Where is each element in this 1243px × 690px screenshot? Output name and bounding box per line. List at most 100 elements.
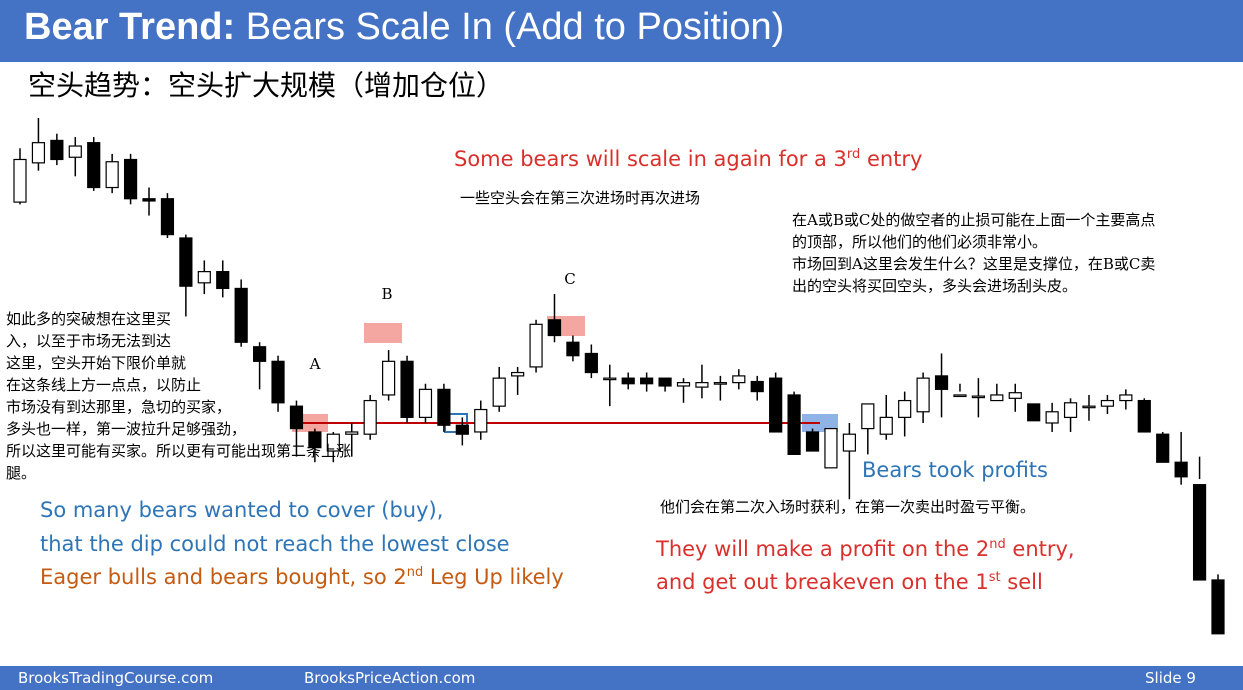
candle-body — [824, 427, 838, 469]
candle-body — [861, 403, 875, 430]
candle-body — [197, 271, 211, 284]
text: nd — [989, 537, 1006, 552]
candle-body — [1211, 579, 1225, 635]
candle-body — [898, 399, 912, 418]
text-line: 市场没有到达那里，急切的买家， — [6, 398, 232, 416]
candle-body — [455, 424, 469, 435]
subtitle: 空头趋势：空头扩大规模（增加仓位） — [28, 69, 505, 102]
title: Bear Trend: Bears Scale In (Add to Posit… — [24, 6, 784, 49]
candle-body — [566, 341, 580, 357]
candle-body — [1027, 403, 1041, 422]
footer-link: BrooksTradingCourse.com — [18, 669, 214, 687]
annotation: 在A或B或C处的做空者的止损可能在上面一个主要高点 的顶部，所以他们的他们必须非常… — [792, 209, 1155, 297]
highlight — [364, 323, 402, 343]
candle-body — [529, 323, 543, 368]
text: Some bears will scale in again for a 3 — [454, 147, 847, 171]
text: st — [988, 570, 1001, 585]
candle-body — [805, 431, 820, 452]
candle-body — [1119, 394, 1133, 402]
title-rest: Bears Scale In (Add to Position) — [245, 6, 785, 48]
title-bold: Bear Trend: — [24, 6, 236, 48]
candle-body — [68, 145, 82, 158]
candle-body — [1156, 433, 1170, 463]
annotation: and get out breakeven on the 1st sell — [656, 570, 1043, 594]
candle-body — [1174, 461, 1188, 478]
annotation: Some bears will scale in again for a 3rd… — [454, 147, 922, 171]
text: entry — [860, 147, 923, 171]
candle-body — [584, 352, 598, 374]
candle-body — [418, 388, 433, 418]
candle-body — [603, 377, 617, 381]
candle-body — [253, 346, 267, 362]
candle-body — [953, 394, 967, 398]
candle-body — [400, 360, 414, 418]
text-line: 腿。 — [6, 464, 37, 482]
text-line: 如此多的突破想在这里买 — [6, 310, 172, 328]
candle-body — [105, 161, 119, 189]
candle-body — [640, 377, 654, 385]
annotation: So many bears wanted to cover (buy), — [40, 498, 444, 522]
text-line: 出的空头将买回空头，多头会进场刮头皮。 — [792, 277, 1078, 295]
candle-body — [658, 377, 672, 387]
text-line: 入，以至于市场无法到达 — [6, 332, 172, 350]
candle-body — [87, 142, 101, 189]
footer-link: BrooksPriceAction.com — [304, 669, 476, 687]
candle-body — [842, 433, 856, 452]
candle-body — [934, 375, 949, 390]
annotation: 如此多的突破想在这里买 入，以至于市场无法到达 这里，空头开始下限价单就 在这条线上方… — [6, 308, 351, 484]
candle-body — [621, 377, 635, 385]
candle-body — [1192, 484, 1207, 581]
candle-body — [1045, 411, 1059, 424]
slide-number: Slide 9 — [1145, 669, 1196, 687]
candle-body — [326, 433, 340, 452]
candle-body — [345, 431, 359, 435]
annotation: 他们会在第二次入场时获利，在第一次卖出时盈亏平衡。 — [660, 498, 1036, 516]
candle-body — [382, 360, 396, 396]
text-line: 这里，空头开始下限价单就 — [6, 354, 187, 372]
candle-body — [547, 319, 562, 337]
point-label: C — [564, 270, 575, 288]
candle-body — [160, 198, 175, 236]
annotation: Eager bulls and bears bought, so 2nd Leg… — [40, 565, 564, 589]
point-label: A — [309, 355, 321, 373]
text: Slide — [1145, 669, 1182, 687]
candle-body — [271, 360, 285, 404]
annotation: 一些空头会在第三次进场时再次进场 — [460, 189, 701, 207]
candle-body — [1063, 402, 1078, 418]
candle-body — [879, 416, 893, 435]
text: They will make a profit on the 2 — [656, 537, 990, 561]
candle-body — [216, 271, 230, 290]
candle-body — [123, 158, 138, 200]
annotation: that the dip could not reach the lowest … — [40, 532, 510, 556]
candle-body — [234, 287, 248, 343]
candle-body — [750, 380, 764, 393]
footer — [0, 666, 1243, 690]
text: sell — [1000, 570, 1043, 594]
text: Leg Up likely — [423, 565, 564, 589]
candle-body — [437, 388, 451, 426]
candle-body — [142, 198, 156, 202]
candle-body — [713, 382, 727, 385]
annotation: They will make a profit on the 2nd entry… — [656, 537, 1075, 561]
candle-body — [787, 394, 801, 455]
candle-body — [695, 382, 709, 388]
text-line: 市场回到A这里会发生什么？这里是支撑位，在B或C卖 — [792, 255, 1156, 273]
candle-body — [13, 158, 27, 203]
text: Eager bulls and bears bought, so 2 — [40, 565, 407, 589]
candle-body — [363, 399, 377, 435]
candle-body — [492, 377, 506, 407]
candle-body — [511, 371, 525, 377]
candle-body — [50, 139, 64, 161]
candle-body — [971, 395, 986, 399]
text: rd — [846, 147, 861, 162]
text-line: 在A或B或C处的做空者的止损可能在上面一个主要高点 — [792, 211, 1156, 229]
candle-body — [31, 142, 46, 164]
text: and get out breakeven on the 1 — [656, 570, 989, 594]
candle-body — [1137, 399, 1151, 433]
candle-body — [1082, 405, 1096, 409]
candle-body — [769, 377, 783, 433]
candle-body — [990, 394, 1004, 402]
candle-body — [1008, 392, 1022, 399]
candle-body — [732, 375, 746, 384]
